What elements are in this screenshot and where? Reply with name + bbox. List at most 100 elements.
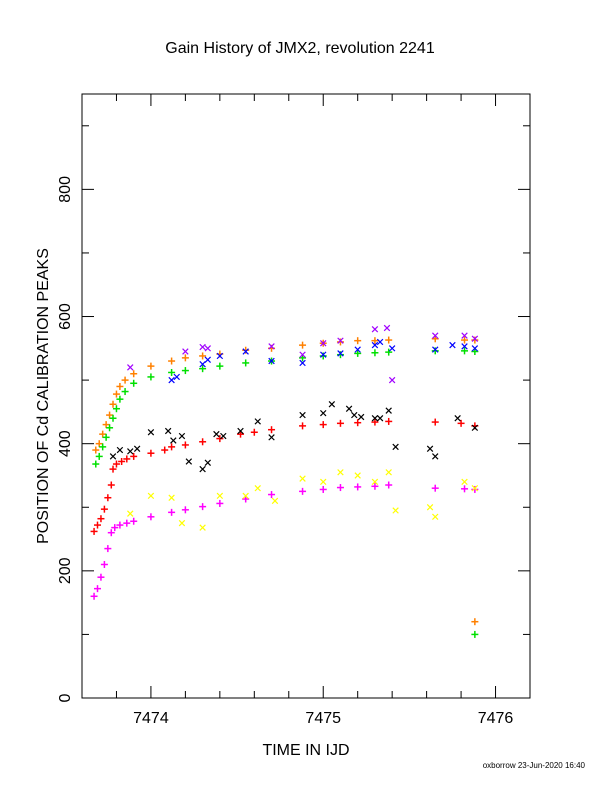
data-point xyxy=(337,469,344,476)
data-point xyxy=(371,349,379,357)
data-point xyxy=(112,460,120,468)
data-point xyxy=(199,438,207,446)
data-point xyxy=(199,503,207,511)
data-point xyxy=(336,338,344,346)
y-tick-label: 400 xyxy=(57,430,74,457)
data-point xyxy=(112,390,120,398)
data-point xyxy=(357,413,365,421)
data-point xyxy=(319,352,327,360)
data-point xyxy=(461,332,468,339)
data-point xyxy=(299,359,306,367)
data-point xyxy=(168,508,176,516)
data-point xyxy=(354,346,361,353)
data-point xyxy=(97,573,105,581)
data-point xyxy=(168,368,176,376)
data-point xyxy=(109,453,117,460)
data-point xyxy=(109,400,117,408)
data-point xyxy=(199,360,206,368)
data-point xyxy=(161,446,169,454)
data-point xyxy=(471,485,479,493)
data-point xyxy=(216,499,224,507)
data-point xyxy=(170,437,177,444)
data-point xyxy=(328,401,336,408)
data-point xyxy=(371,326,379,333)
data-point xyxy=(471,424,479,432)
data-point xyxy=(90,527,98,535)
data-point xyxy=(431,484,439,492)
data-point xyxy=(242,492,249,500)
data-point xyxy=(94,521,102,529)
data-point xyxy=(371,341,379,349)
timestamp-footer: oxborrow 23-Jun-2020 16:40 xyxy=(483,761,586,770)
x-tick-label: 7474 xyxy=(133,710,169,727)
data-point xyxy=(185,458,193,465)
data-point xyxy=(130,379,138,387)
data-point xyxy=(181,354,189,362)
data-point xyxy=(216,492,224,500)
data-point xyxy=(254,484,261,492)
data-point xyxy=(99,443,107,451)
data-point xyxy=(432,453,439,460)
data-point xyxy=(376,415,384,422)
data-point xyxy=(471,336,479,344)
data-point xyxy=(199,365,207,373)
data-point xyxy=(102,421,110,429)
data-point xyxy=(354,349,362,357)
data-point xyxy=(299,341,307,349)
data-point xyxy=(213,430,220,438)
data-point xyxy=(118,457,126,465)
data-point xyxy=(92,446,100,454)
data-point xyxy=(426,504,434,511)
data-point xyxy=(254,418,261,425)
data-point xyxy=(354,337,362,345)
data-point xyxy=(133,445,141,452)
data-point xyxy=(95,440,103,448)
data-point xyxy=(100,505,108,513)
data-point xyxy=(268,343,275,350)
data-point xyxy=(371,337,379,345)
data-point xyxy=(216,435,224,443)
data-point xyxy=(90,592,98,600)
data-point xyxy=(173,373,180,381)
data-point xyxy=(354,483,362,491)
data-point xyxy=(471,335,479,343)
x-tick-label: 7476 xyxy=(478,710,514,727)
data-point xyxy=(109,465,117,473)
data-point xyxy=(204,345,212,352)
data-point xyxy=(426,445,434,452)
data-point xyxy=(299,475,306,482)
data-point xyxy=(250,428,258,436)
data-point xyxy=(147,362,155,370)
data-point xyxy=(471,630,479,638)
y-tick-label: 0 xyxy=(57,693,74,702)
data-point xyxy=(354,419,362,427)
data-point xyxy=(104,494,112,502)
axis-ticks xyxy=(81,94,531,699)
data-point xyxy=(299,411,306,419)
data-point xyxy=(354,472,361,479)
data-point xyxy=(392,507,399,514)
data-point xyxy=(432,513,439,521)
data-point xyxy=(181,506,189,514)
data-point xyxy=(106,424,114,432)
data-point xyxy=(216,352,224,360)
data-point xyxy=(127,510,134,517)
data-point xyxy=(385,417,393,425)
data-point xyxy=(123,519,131,527)
x-tick-label: 7475 xyxy=(305,710,341,727)
data-point xyxy=(116,521,124,529)
y-tick-label: 200 xyxy=(57,557,74,584)
data-point xyxy=(147,373,155,381)
data-point xyxy=(385,407,392,414)
data-point xyxy=(95,452,103,460)
data-point xyxy=(111,524,119,532)
data-point xyxy=(199,352,207,360)
data-point xyxy=(182,348,189,355)
data-point xyxy=(97,515,105,523)
data-point xyxy=(123,455,131,463)
data-point xyxy=(454,415,461,422)
data-point xyxy=(116,395,124,403)
data-point xyxy=(147,513,155,521)
data-point xyxy=(130,370,138,378)
data-point xyxy=(242,346,250,354)
